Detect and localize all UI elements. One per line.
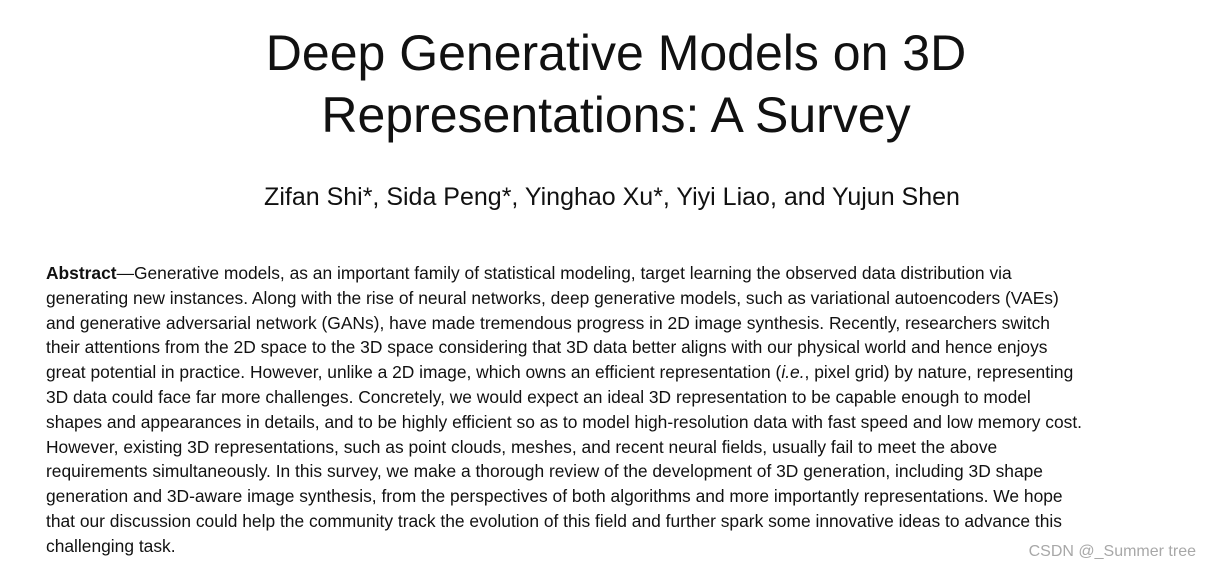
abstract-text: , pixel grid) by nature, representing: [804, 362, 1074, 383]
abstract-line: generating new instances. Along with the…: [46, 287, 1059, 308]
abstract-line: Abstract—Generative models, as an import…: [46, 261, 1204, 286]
abstract-line: challenging task.: [46, 535, 176, 556]
abstract-line: and generative adversarial network (GANs…: [46, 312, 1050, 333]
abstract-text: —Generative models, as an important fami…: [116, 263, 1012, 283]
abstract-line: their attentions from the 2D space to th…: [46, 337, 1048, 358]
watermark: CSDN @_Summer tree: [1028, 543, 1196, 560]
abstract-line: requirements simultaneously. In this sur…: [46, 461, 1043, 482]
paper-title: Deep Generative Models on 3D Representat…: [0, 22, 1210, 146]
paper-title-line-1: Deep Generative Models on 3D: [265, 25, 967, 81]
abstract-italic-text: i.e.: [781, 362, 805, 383]
abstract-line: shapes and appearances in details, and t…: [46, 411, 1083, 432]
abstract-line: great potential in practice. However, un…: [46, 360, 1204, 385]
abstract-line: However, existing 3D representations, su…: [46, 436, 998, 457]
abstract-line: that our discussion could help the commu…: [46, 510, 1062, 531]
abstract-label: Abstract: [46, 263, 117, 283]
paper-title-line-2: Representations: A Survey: [321, 87, 911, 143]
abstract-line: 3D data could face far more challenges. …: [46, 386, 1031, 407]
abstract-text: great potential in practice. However, un…: [46, 362, 782, 383]
author-list: Zifan Shi*, Sida Peng*, Yinghao Xu*, Yiy…: [264, 183, 960, 211]
abstract-line: generation and 3D-aware image synthesis,…: [46, 486, 1063, 507]
abstract: Abstract—Generative models, as an import…: [46, 261, 1204, 559]
